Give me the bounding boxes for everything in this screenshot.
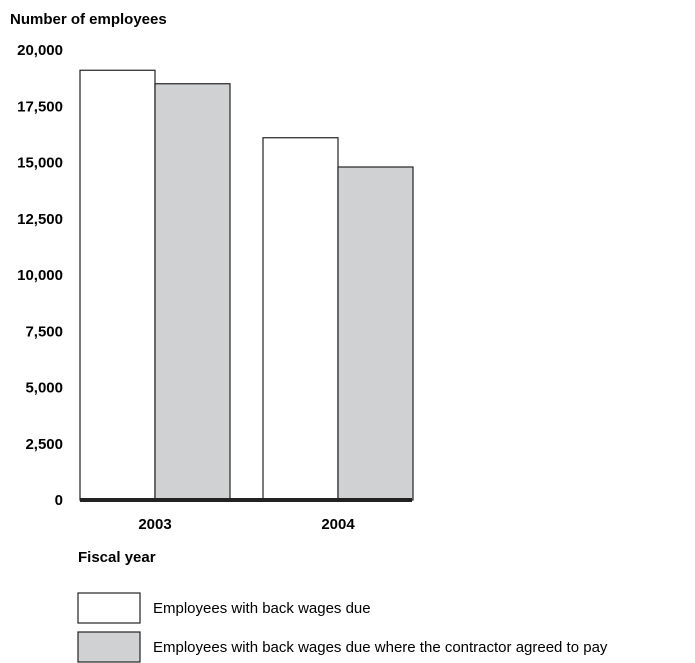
y-tick-label: 7,500: [25, 323, 63, 340]
y-axis-ticks: 0 2,500 5,000 7,500 10,000 12,500 15,000 17,500…: [17, 42, 63, 509]
legend-swatch-series-1: [77, 592, 141, 624]
y-tick-label: 0: [55, 492, 63, 509]
y-axis-title: Number of employees: [10, 11, 167, 28]
x-axis-title: Fiscal year: [78, 549, 156, 566]
y-tick-label: 17,500: [17, 98, 63, 115]
bar-2003-series-1: [79, 69, 156, 501]
y-tick-label: 15,000: [17, 155, 63, 172]
legend-label-series-1: Employees with back wages due: [153, 600, 371, 617]
y-tick-label: 12,500: [17, 211, 63, 228]
legend-swatch-series-2: [77, 631, 141, 663]
y-tick-label: 20,000: [17, 42, 63, 59]
legend: Employees with back wages due Employees w…: [77, 592, 608, 663]
bar-2003-series-2: [154, 83, 231, 501]
legend-label-series-2: Employees with back wages due where the …: [153, 639, 608, 656]
bar-2004-series-1: [262, 137, 339, 501]
y-tick-label: 5,000: [25, 380, 63, 397]
y-tick-label: 10,000: [17, 267, 63, 284]
x-tick-label: 2003: [138, 516, 171, 533]
x-axis-ticks: 2003 2004: [138, 516, 355, 533]
y-tick-label: 2,500: [25, 436, 63, 453]
bars: [79, 69, 414, 501]
bar-2004-series-2: [337, 166, 414, 501]
x-tick-label: 2004: [321, 516, 355, 533]
